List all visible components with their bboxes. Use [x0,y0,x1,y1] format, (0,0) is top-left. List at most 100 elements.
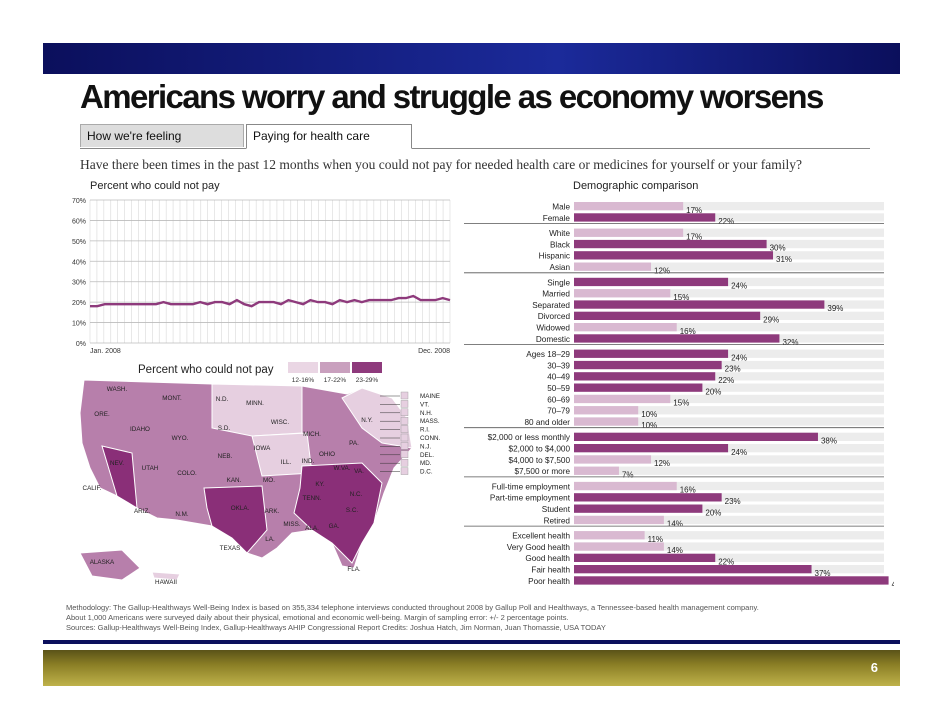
ne-state-label: R.I. [420,427,430,434]
tab-how-we-feel[interactable]: How we're feeling [80,124,244,147]
bar-category-label: 50–59 [547,384,570,393]
bar-value-label: 39% [827,304,843,313]
bar-category-label: Female [543,214,571,223]
legend-label: 23-29% [356,377,379,384]
map-region [293,462,383,564]
bar [574,311,761,320]
state-label: UTAH [142,465,159,472]
state-label: MO. [263,477,275,484]
hawaii-shape [151,571,181,581]
y-tick-label: 60% [72,218,86,225]
bar-track [574,504,884,513]
state-label: VA. [354,468,364,475]
state-label: MINN. [246,400,264,407]
bar-value-label: 12% [654,459,670,468]
state-label: W.VA. [333,465,350,472]
survey-note: About 1,000 Americans were surveyed dail… [66,613,569,622]
y-tick-label: 0% [76,341,86,348]
state-label: MONT. [162,395,182,402]
bar-category-label: Hispanic [539,252,570,261]
map-region [101,445,138,509]
bar-chart-title: Demographic comparison [573,180,699,192]
bar-track [574,360,884,370]
bar-track [574,481,884,491]
bar-category-label: Excellent health [512,532,570,541]
bar-value-label: 7% [622,470,634,479]
bar [574,372,716,381]
ne-swatch [400,400,409,408]
bar-value-label: 15% [673,399,689,408]
bar-category-label: Married [542,290,570,299]
y-tick-label: 40% [72,259,86,266]
bar-track [574,394,884,404]
bar [574,455,652,464]
bar-track [574,228,884,237]
tab-paying-for-health-care[interactable]: Paying for health care [246,124,412,149]
bar-track [574,417,884,426]
demographic-bar-chart: Male 17% Female 22% White 17% Black 30% Hispanic… [464,202,894,589]
bar-value-label: 38% [821,437,837,446]
bar-value-label: 16% [680,486,696,495]
bar-category-label: Single [547,278,570,287]
bar [574,444,729,453]
state-label: TENN. [303,495,322,502]
bar-value-label: 11% [648,535,663,544]
ne-swatch [400,408,409,416]
map-region [341,387,413,449]
bar-value-label: 14% [667,520,683,529]
state-label: LA. [265,536,275,543]
bar-category-label: Widowed [536,324,570,333]
bar-category-label: Student [542,505,571,514]
state-label: KY. [315,481,325,488]
state-label: S.D. [218,425,230,432]
ne-state-label: MD. [420,460,432,467]
ne-swatch [400,391,409,400]
ne-swatch [400,433,409,442]
bar-value-label: 10% [641,421,657,430]
bar [574,565,812,574]
bar-value-label: 23% [725,497,741,506]
bar-value-label: 24% [731,282,747,291]
bar [574,493,722,502]
state-label: GA. [329,523,340,530]
bar-category-label: Separated [532,301,570,310]
header-bar [43,43,900,74]
bar-value-label: 24% [731,448,747,457]
state-label: IND. [302,458,315,465]
bar [574,239,767,249]
legend-swatch [288,362,318,373]
legend-label: 12-16% [292,377,315,384]
state-label: TEXAS [220,545,241,552]
bar-value-label: 20% [705,387,721,396]
bar [574,349,729,358]
legend-swatch [352,362,382,373]
bar-category-label: Very Good health [507,543,571,552]
bar [574,542,664,551]
state-label: KAN. [227,477,242,484]
bar [574,481,677,491]
bar-category-label: 60–69 [547,395,570,404]
bar [574,228,684,237]
state-label: OHIO [319,451,335,458]
bar-track [574,383,884,392]
bar [574,466,619,475]
bar-track [574,455,884,464]
ne-state-label: VT. [420,401,429,408]
sources-note: Sources: Gallup-Healthways Well-Being In… [66,623,606,632]
state-label: MISS. [283,521,300,528]
y-tick-label: 50% [72,239,86,246]
bar-value-label: 10% [641,410,657,419]
bar-track [574,466,884,475]
bar-category-label: $2,000 or less monthly [488,433,571,442]
ne-state-label: DEL. [420,452,434,459]
state-label: COLO. [177,470,197,477]
bar-value-label: 15% [673,293,689,302]
x-end-label: Dec. 2008 [418,348,450,355]
bar [574,576,889,585]
ne-swatch [400,458,409,467]
bar [574,432,818,441]
tab-strip: How we're feeling Paying for health care [80,124,870,149]
bar-value-label: 31% [776,255,792,264]
bar-value-label: 22% [718,376,734,385]
slide-title: Americans worry and struggle as economy … [80,78,824,115]
